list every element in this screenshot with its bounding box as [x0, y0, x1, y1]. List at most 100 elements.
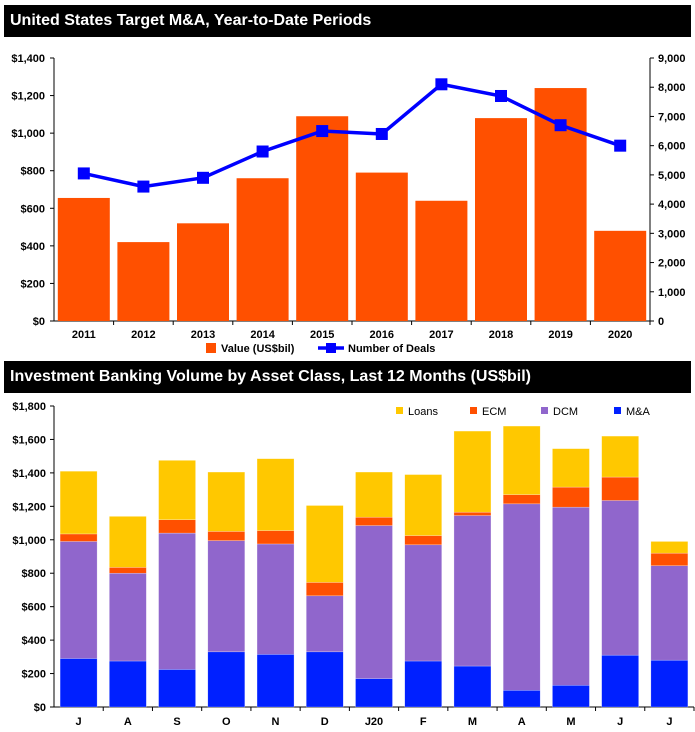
x-tick-label: M	[468, 716, 477, 728]
line-number-of-deals	[83, 82, 621, 189]
legend-label-ecm: ECM	[482, 406, 506, 418]
bar-value-2015	[296, 116, 349, 321]
y-tick-label: $1,000	[12, 535, 46, 547]
bar-ma-0	[59, 658, 98, 708]
bar-ma-5	[306, 651, 344, 708]
bar-ma-8	[453, 665, 492, 708]
y-tick-label: $1,200	[12, 501, 46, 513]
bar-value-2014	[236, 178, 289, 321]
bar-ma-10	[552, 685, 590, 708]
bar-loans-0	[59, 470, 98, 535]
y2-tick-label: 7,000	[658, 111, 686, 123]
bar-dcm-12	[650, 565, 689, 661]
x-tick-label: 2019	[548, 329, 572, 341]
deals-marker-2011	[77, 167, 90, 180]
y-tick-label: $1,800	[12, 401, 46, 413]
y-tick-label: $0	[33, 316, 45, 328]
legend-label-dcm: DCM	[553, 406, 578, 418]
x-tick-label: 2018	[489, 329, 513, 341]
bar-loans-5	[306, 505, 344, 583]
y-tick-label: $400	[22, 635, 46, 647]
legend-swatch-ma	[614, 407, 621, 414]
chart2-title: Investment Banking Volume by Asset Class…	[4, 361, 691, 393]
bar-ma-9	[502, 690, 541, 708]
x-tick-label: S	[173, 716, 180, 728]
x-tick-label: 2015	[310, 329, 334, 341]
bar-ecm-6	[355, 516, 393, 526]
y2-tick-label: 3,000	[658, 228, 686, 240]
legend-label-deals: Number of Deals	[348, 343, 435, 355]
bar-value-2012	[117, 242, 170, 321]
deals-marker-2014	[256, 145, 269, 158]
legend-swatch-value	[206, 343, 216, 353]
bar-dcm-9	[502, 503, 541, 691]
y2-tick-label: 1,000	[658, 287, 686, 299]
x-tick-label: N	[272, 716, 280, 728]
x-tick-label: D	[321, 716, 329, 728]
y-tick-label: $600	[21, 203, 45, 215]
deals-marker-2012	[137, 180, 150, 193]
bar-loans-6	[355, 471, 393, 518]
y-tick-label: $200	[21, 278, 45, 290]
legend-swatch-loans	[396, 407, 403, 414]
y-tick-label: $1,400	[11, 53, 45, 65]
y-tick-label: $600	[22, 602, 46, 614]
bar-value-2013	[177, 223, 229, 321]
bar-ecm-9	[502, 494, 541, 505]
y2-tick-label: 5,000	[658, 170, 686, 182]
deals-marker-2018	[495, 89, 507, 102]
bar-ecm-5	[306, 582, 344, 597]
x-tick-label: 2016	[370, 329, 394, 341]
deals-marker-2016	[375, 127, 388, 140]
y2-tick-label: 6,000	[658, 141, 686, 153]
bar-dcm-0	[59, 541, 98, 659]
x-tick-label: F	[420, 716, 427, 728]
bar-dcm-1	[109, 572, 147, 662]
bar-ecm-11	[601, 476, 639, 501]
bar-ecm-12	[650, 552, 689, 566]
bar-dcm-7	[404, 544, 442, 662]
bar-dcm-10	[552, 506, 590, 686]
x-tick-label: M	[566, 716, 575, 728]
y-tick-label: $400	[21, 241, 45, 253]
x-tick-label: 2013	[191, 329, 215, 341]
bar-value-2011	[57, 197, 110, 321]
x-tick-label: O	[222, 716, 231, 728]
bar-ma-1	[109, 660, 147, 708]
bar-ecm-1	[109, 567, 147, 574]
legend-label-ma: M&A	[626, 406, 651, 418]
bar-ma-12	[650, 659, 689, 708]
bar-ecm-0	[59, 533, 98, 542]
bar-dcm-3	[207, 540, 246, 653]
bar-ecm-8	[453, 511, 492, 516]
bar-loans-9	[502, 425, 541, 495]
bar-dcm-11	[601, 500, 639, 656]
x-tick-label: 2020	[608, 329, 632, 341]
x-tick-label: 2012	[131, 329, 155, 341]
bar-ma-7	[404, 660, 442, 708]
y-tick-label: $1,600	[12, 434, 46, 446]
bar-ma-3	[207, 651, 246, 708]
x-tick-label: J	[617, 716, 623, 728]
y-tick-label: $1,400	[12, 468, 46, 480]
bar-value-2020	[594, 230, 647, 321]
x-tick-label: 2017	[429, 329, 453, 341]
chart1-title: United States Target M&A, Year-to-Date P…	[4, 5, 691, 37]
bar-ma-6	[355, 678, 393, 708]
y2-tick-label: 0	[658, 316, 664, 328]
bar-ecm-3	[207, 531, 246, 541]
bar-value-2016	[355, 172, 408, 321]
bar-ecm-7	[404, 535, 442, 546]
legend-swatch-dcm	[541, 407, 548, 414]
bar-dcm-8	[453, 515, 492, 667]
y2-tick-label: 4,000	[658, 199, 686, 211]
bar-loans-3	[207, 471, 246, 532]
bar-ma-2	[158, 669, 196, 708]
bar-dcm-5	[306, 595, 344, 653]
bar-loans-12	[650, 541, 689, 554]
legend-swatch-ecm	[470, 407, 477, 414]
y-tick-label: $0	[34, 702, 46, 714]
y2-tick-label: 9,000	[658, 53, 686, 65]
